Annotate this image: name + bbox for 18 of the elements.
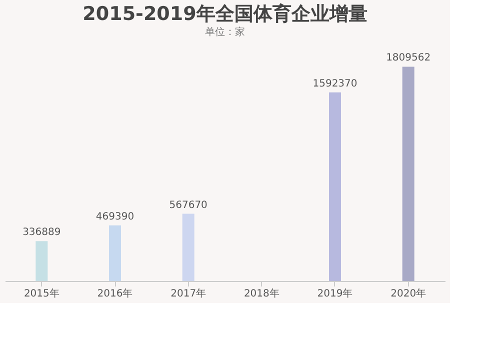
bar [36,241,48,281]
bar [109,225,121,281]
x-tick-label: 2016年 [97,288,133,300]
x-tick-label: 2015年 [24,288,60,300]
chart-title: 2015-2019年全国体育企业增量 [82,3,368,25]
data-label: 1809562 [386,52,431,64]
data-label: 1592370 [312,78,358,90]
x-tick-label: 2019年 [317,288,353,300]
x-tick-label: 2020年 [390,288,426,300]
data-label: 469390 [96,211,134,222]
x-tick-label: 2018年 [244,288,280,300]
chart-subtitle: 单位：家 [205,26,245,38]
bar [402,66,414,281]
bar [329,92,341,281]
bar [182,214,194,281]
data-label: 336889 [22,227,61,238]
x-tick-label: 2017年 [170,288,206,300]
data-label: 567670 [169,200,208,211]
